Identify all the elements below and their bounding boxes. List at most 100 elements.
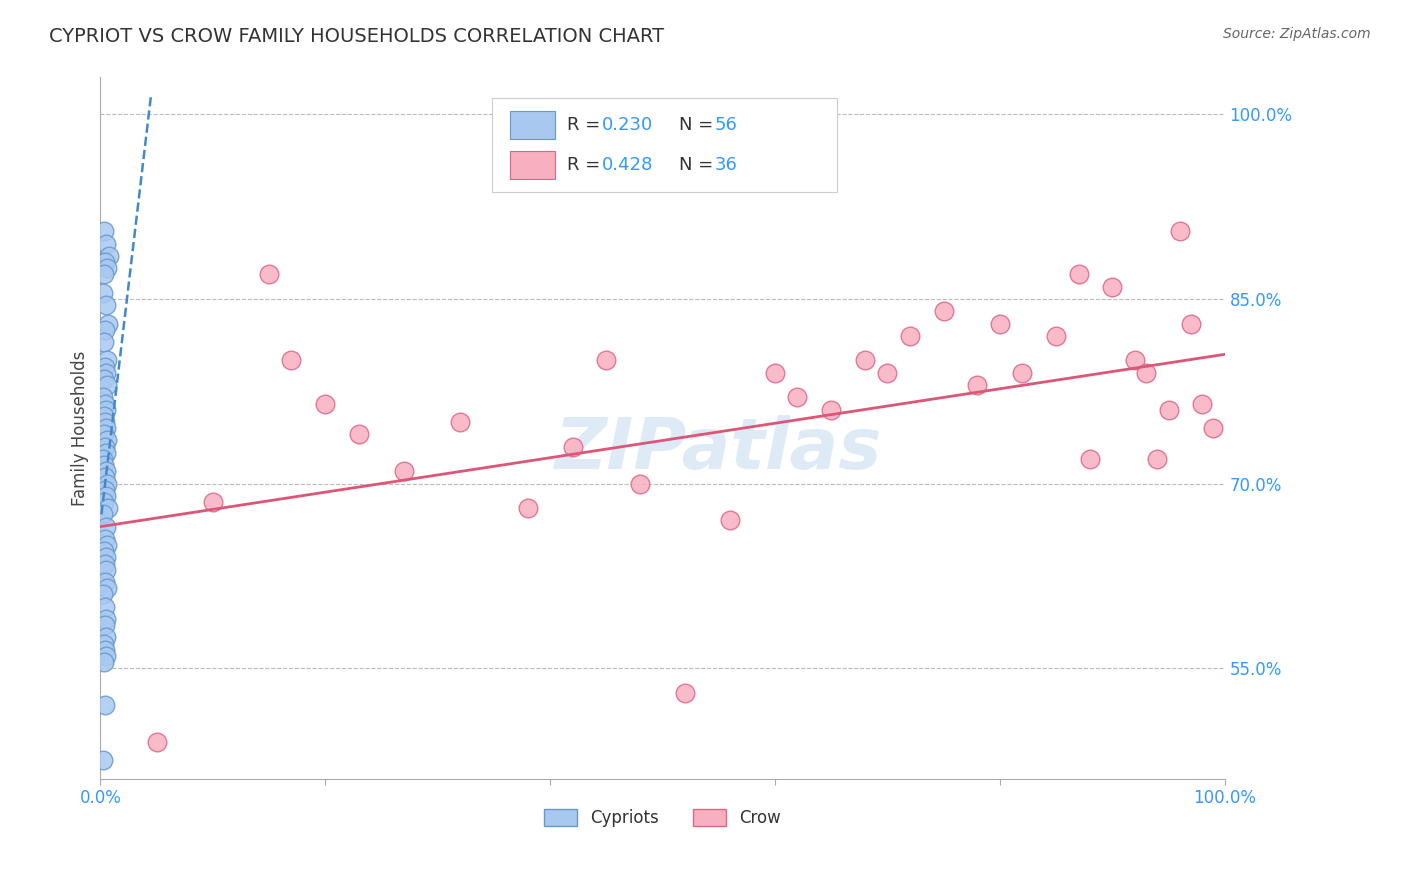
Point bbox=[347, 427, 370, 442]
Point bbox=[853, 353, 876, 368]
Point bbox=[97, 501, 120, 516]
Point bbox=[932, 304, 955, 318]
Text: Source: ZipAtlas.com: Source: ZipAtlas.com bbox=[1223, 27, 1371, 41]
Text: R =: R = bbox=[567, 156, 606, 174]
Text: 0.428: 0.428 bbox=[602, 156, 654, 174]
Point bbox=[449, 415, 471, 429]
Point bbox=[1135, 366, 1157, 380]
Point bbox=[1191, 396, 1213, 410]
Point bbox=[94, 255, 117, 269]
Point bbox=[718, 513, 741, 527]
Point bbox=[94, 323, 117, 337]
Point bbox=[94, 483, 117, 497]
Point bbox=[94, 532, 117, 546]
Point bbox=[257, 268, 280, 282]
Point bbox=[820, 402, 842, 417]
Point bbox=[96, 581, 118, 595]
Point bbox=[94, 366, 117, 380]
Point bbox=[1101, 279, 1123, 293]
Point bbox=[673, 686, 696, 700]
Point bbox=[1067, 268, 1090, 282]
Point bbox=[1078, 452, 1101, 467]
Point bbox=[145, 735, 167, 749]
Text: N =: N = bbox=[679, 116, 718, 134]
Point bbox=[93, 224, 115, 238]
Point bbox=[94, 550, 117, 565]
Point bbox=[94, 574, 117, 589]
Point bbox=[94, 440, 117, 454]
Point bbox=[1157, 402, 1180, 417]
Point bbox=[93, 268, 115, 282]
Point bbox=[94, 618, 117, 632]
Point bbox=[876, 366, 898, 380]
Point bbox=[94, 599, 117, 614]
Point bbox=[1123, 353, 1146, 368]
Point bbox=[96, 434, 118, 448]
Point bbox=[94, 359, 117, 374]
Point bbox=[94, 648, 117, 663]
Point bbox=[98, 249, 121, 263]
Text: 56: 56 bbox=[714, 116, 737, 134]
Text: N =: N = bbox=[679, 156, 718, 174]
Point bbox=[94, 642, 117, 657]
Point bbox=[94, 519, 117, 533]
Point bbox=[94, 415, 117, 429]
Point bbox=[97, 317, 120, 331]
Point bbox=[1045, 329, 1067, 343]
Y-axis label: Family Households: Family Households bbox=[72, 351, 89, 506]
Point bbox=[93, 636, 115, 650]
Point bbox=[392, 464, 415, 478]
Point bbox=[93, 495, 115, 509]
Point bbox=[93, 372, 115, 386]
Point bbox=[96, 353, 118, 368]
Point bbox=[280, 353, 302, 368]
Point bbox=[94, 698, 117, 712]
Point bbox=[91, 754, 114, 768]
Point bbox=[561, 440, 583, 454]
Point bbox=[94, 470, 117, 484]
Point bbox=[898, 329, 921, 343]
Point bbox=[314, 396, 336, 410]
Text: 36: 36 bbox=[714, 156, 737, 174]
Point bbox=[94, 612, 117, 626]
Point bbox=[93, 409, 115, 423]
Point bbox=[94, 446, 117, 460]
Point bbox=[786, 391, 808, 405]
Point bbox=[988, 317, 1011, 331]
Point bbox=[93, 334, 115, 349]
Point bbox=[94, 563, 117, 577]
Point bbox=[1168, 224, 1191, 238]
Point bbox=[628, 476, 651, 491]
Point bbox=[94, 421, 117, 435]
Point bbox=[94, 631, 117, 645]
Point bbox=[96, 378, 118, 392]
Text: 0.230: 0.230 bbox=[602, 116, 652, 134]
Point bbox=[93, 427, 115, 442]
Point bbox=[91, 508, 114, 522]
Point bbox=[94, 298, 117, 312]
Point bbox=[1011, 366, 1033, 380]
Point bbox=[96, 538, 118, 552]
Point bbox=[94, 236, 117, 251]
Point bbox=[516, 501, 538, 516]
Point bbox=[93, 544, 115, 558]
Legend: Cypriots, Crow: Cypriots, Crow bbox=[537, 802, 787, 834]
Point bbox=[93, 458, 115, 472]
Text: CYPRIOT VS CROW FAMILY HOUSEHOLDS CORRELATION CHART: CYPRIOT VS CROW FAMILY HOUSEHOLDS CORREL… bbox=[49, 27, 665, 45]
Point bbox=[91, 285, 114, 300]
Point bbox=[1146, 452, 1168, 467]
Point bbox=[201, 495, 224, 509]
Point bbox=[1180, 317, 1202, 331]
Point bbox=[94, 464, 117, 478]
Point bbox=[93, 655, 115, 669]
Point bbox=[91, 587, 114, 601]
Point bbox=[94, 489, 117, 503]
Point bbox=[94, 557, 117, 571]
Point bbox=[96, 476, 118, 491]
Point bbox=[595, 353, 617, 368]
Point bbox=[91, 452, 114, 467]
Text: R =: R = bbox=[567, 116, 606, 134]
Point bbox=[94, 402, 117, 417]
Point bbox=[966, 378, 988, 392]
Point bbox=[91, 391, 114, 405]
